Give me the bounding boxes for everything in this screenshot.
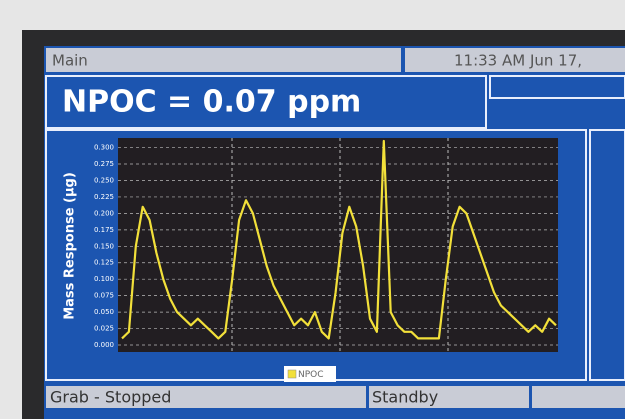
y-tick-label: 0.025	[94, 325, 114, 333]
y-tick-label: 0.150	[94, 242, 114, 250]
y-axis-label: Mass Response (µg)	[63, 172, 78, 320]
y-tick-label: 0.250	[94, 176, 114, 184]
y-tick-label: 0.175	[94, 226, 114, 234]
tab-label[interactable]: Main	[52, 52, 88, 70]
y-tick-label: 0.100	[94, 275, 114, 283]
reading: NPOC = 0.07 ppm	[62, 85, 361, 120]
y-tick-label: 0.275	[94, 160, 114, 168]
y-tick-label: 0.000	[94, 341, 114, 349]
y-tick-label: 0.050	[94, 308, 114, 316]
y-tick-label: 0.300	[94, 144, 114, 152]
legend-label: NPOC	[298, 370, 324, 380]
status: Grab - Stopped	[50, 388, 171, 407]
tab-bar	[46, 48, 401, 72]
y-tick-label: 0.075	[94, 292, 114, 300]
screen-photo: Main 11:33 AM Jun 17, NPOC = 0.07 ppm Ma…	[0, 0, 625, 419]
y-tick-label: 0.225	[94, 193, 114, 201]
y-tick-label: 0.125	[94, 259, 114, 267]
y-tick-label: 0.200	[94, 209, 114, 217]
extra-box	[532, 386, 625, 408]
legend-swatch	[288, 370, 296, 378]
mode: Standby	[372, 388, 438, 407]
clock: 11:33 AM Jun 17,	[454, 52, 582, 70]
